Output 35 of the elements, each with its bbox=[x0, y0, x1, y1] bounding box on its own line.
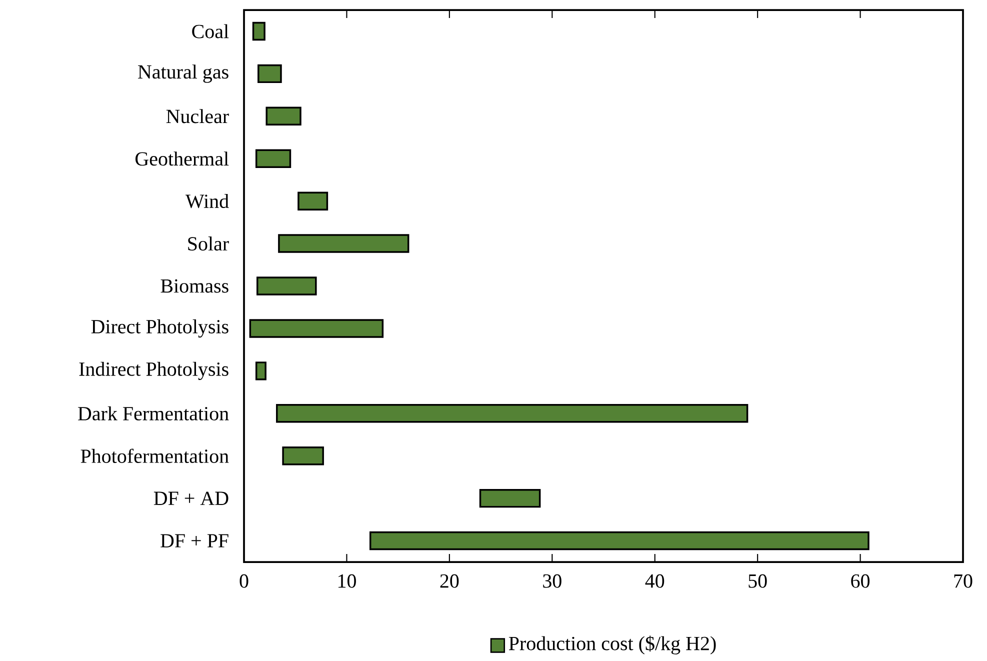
legend-label: Production cost ($/kg H2) bbox=[508, 636, 716, 654]
bar bbox=[266, 106, 302, 126]
bar bbox=[278, 234, 410, 253]
x-tick-label: 20 bbox=[440, 574, 459, 588]
x-tick-label: 70 bbox=[954, 574, 972, 588]
bar bbox=[282, 446, 324, 466]
bar bbox=[256, 276, 317, 296]
x-tick-label: 50 bbox=[748, 574, 767, 588]
x-tick-label: 40 bbox=[645, 574, 664, 588]
bar bbox=[255, 149, 292, 168]
y-tick-label: Coal bbox=[192, 24, 229, 38]
bar bbox=[276, 404, 748, 423]
bar bbox=[369, 531, 870, 550]
bar bbox=[255, 362, 266, 380]
y-tick-label: DF + PF bbox=[160, 534, 228, 548]
x-tick-label: 0 bbox=[240, 574, 248, 588]
y-tick-label: Natural gas bbox=[138, 64, 228, 83]
x-tick-label: 60 bbox=[851, 574, 870, 588]
y-tick-label: DF + AD bbox=[154, 492, 228, 505]
y-tick-label: Biomass bbox=[160, 279, 228, 293]
x-tick-label: 30 bbox=[543, 574, 562, 588]
y-tick-label: Nuclear bbox=[166, 109, 229, 124]
bar bbox=[249, 319, 384, 338]
y-tick-label: Direct Photolysis bbox=[91, 319, 228, 338]
y-tick-label: Indirect Photolysis bbox=[79, 362, 228, 380]
y-tick-label: Geothermal bbox=[135, 152, 229, 166]
y-tick-label: Wind bbox=[185, 194, 229, 208]
bar bbox=[479, 488, 541, 508]
y-tick-label: Dark Fermentation bbox=[78, 406, 229, 420]
x-tick-label: 10 bbox=[338, 574, 356, 588]
bar bbox=[258, 64, 282, 84]
y-tick-label: Solar bbox=[188, 236, 229, 251]
y-tick-label: Photofermentation bbox=[80, 448, 229, 463]
bar bbox=[252, 22, 266, 41]
bar bbox=[298, 192, 328, 210]
